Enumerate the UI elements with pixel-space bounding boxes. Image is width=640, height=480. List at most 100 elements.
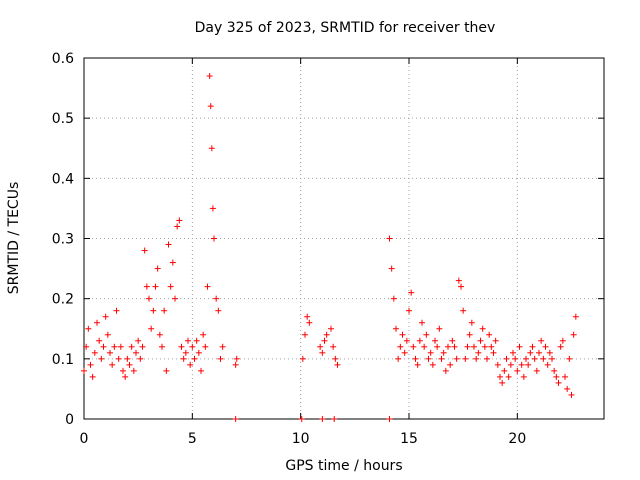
data-point (479, 325, 486, 332)
data-point (527, 349, 534, 356)
data-point (91, 349, 98, 356)
data-point (98, 355, 105, 362)
data-point (211, 235, 217, 242)
data-point (304, 313, 311, 320)
data-point (174, 223, 181, 230)
data-point (416, 337, 423, 344)
data-point (492, 337, 499, 344)
data-point (104, 331, 111, 338)
data-point (546, 349, 553, 356)
data-point (115, 355, 122, 362)
data-point (427, 349, 434, 356)
data-point (401, 349, 408, 356)
data-point (117, 343, 124, 350)
data-point (406, 307, 412, 314)
data-point (302, 331, 308, 338)
data-point (213, 295, 220, 302)
data-point (191, 355, 198, 362)
data-point (473, 355, 480, 362)
data-point (150, 307, 157, 314)
data-point (566, 355, 573, 362)
y-tick-labels: 0 0.1 0.2 0.3 0.4 0.5 0.6 (52, 51, 74, 428)
data-point (501, 367, 508, 374)
data-point (486, 331, 493, 338)
data-point (453, 355, 460, 362)
data-point (206, 73, 213, 80)
data-point (161, 307, 168, 314)
data-point (525, 361, 532, 368)
data-point (449, 337, 456, 344)
data-point (113, 307, 120, 314)
data-point (542, 343, 549, 350)
y-tick-label: 0.1 (52, 352, 74, 368)
data-point (429, 361, 436, 368)
data-point (399, 331, 406, 338)
data-point (403, 337, 410, 344)
data-point (397, 343, 404, 350)
data-point (182, 349, 189, 356)
data-point (488, 343, 495, 350)
data-point (328, 325, 334, 332)
data-point (185, 337, 191, 344)
data-point (538, 337, 545, 344)
data-point (102, 313, 109, 320)
data-point (85, 325, 92, 332)
data-point (468, 319, 475, 326)
data-point (143, 283, 150, 290)
data-point (475, 349, 482, 356)
data-point (471, 343, 477, 350)
data-point (215, 307, 222, 314)
data-point (481, 343, 488, 350)
data-point (540, 355, 547, 362)
data-point (553, 373, 560, 380)
data-point (447, 361, 454, 368)
data-point (232, 361, 239, 368)
data-point (512, 355, 519, 362)
y-axis-label: SRMTID / TECUs (6, 182, 22, 295)
data-point (462, 355, 469, 362)
data-point (217, 355, 224, 362)
data-point (195, 349, 202, 356)
x-tick-label: 15 (400, 431, 418, 447)
data-point (529, 343, 536, 350)
data-point (202, 343, 209, 350)
data-point (133, 349, 139, 356)
data-point (549, 355, 555, 362)
x-tick-label: 10 (292, 431, 310, 447)
data-point (410, 343, 417, 350)
data-point (510, 349, 516, 356)
data-point (451, 343, 458, 350)
data-point (137, 355, 144, 362)
data-point (499, 379, 506, 386)
data-point (87, 361, 94, 368)
data-point (130, 367, 137, 374)
data-point (388, 265, 395, 272)
data-point (442, 367, 449, 374)
data-point (178, 343, 185, 350)
x-tick-label: 20 (508, 431, 526, 447)
data-point (126, 361, 133, 368)
data-point (419, 319, 425, 326)
grid-lines (84, 58, 604, 419)
data-point (331, 416, 338, 422)
data-point (334, 361, 341, 368)
data-point (165, 241, 172, 248)
data-point (494, 361, 501, 368)
data-point (317, 343, 324, 350)
data-point (557, 343, 564, 350)
data-point (386, 416, 393, 422)
data-point (139, 343, 146, 350)
data-point (207, 103, 214, 110)
data-point (109, 361, 116, 368)
data-point (208, 145, 215, 152)
data-point (568, 391, 575, 398)
data-point (516, 343, 523, 350)
data-point (440, 349, 447, 356)
y-tick-label: 0.4 (52, 171, 74, 187)
data-point (570, 331, 577, 338)
data-point (96, 337, 103, 344)
axis-ticks (83, 57, 604, 420)
data-point (551, 367, 558, 374)
data-point (490, 349, 497, 356)
data-point (434, 343, 441, 350)
